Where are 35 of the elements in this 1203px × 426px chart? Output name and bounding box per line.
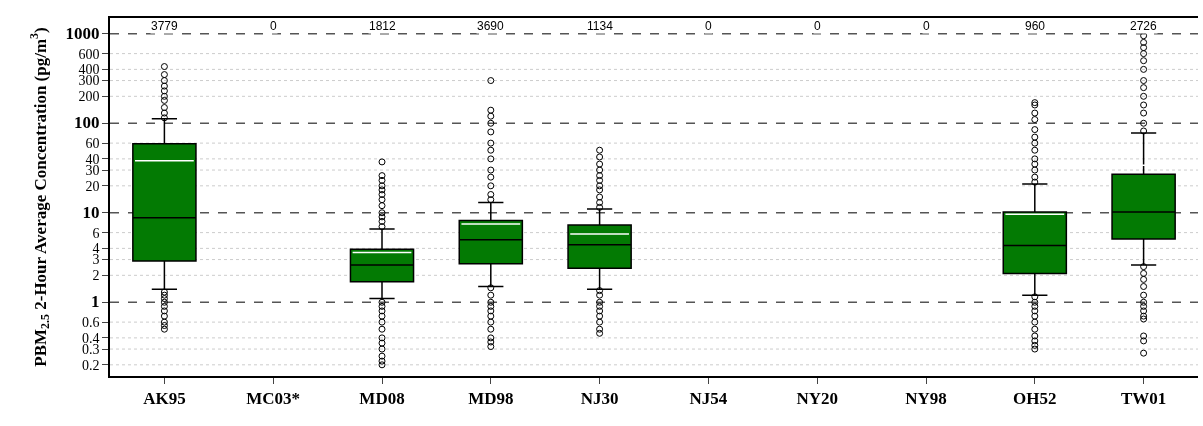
y-tick-label: 0.2 [81, 357, 100, 373]
y-tick-label: 0.6 [81, 315, 100, 331]
x-tick-label: NY20 [796, 389, 838, 409]
x-tick-label: NJ30 [580, 389, 619, 409]
annotation: 1134 [587, 19, 614, 33]
y-tick-label: 600 [78, 46, 100, 62]
y-tick-label: 20 [85, 178, 100, 194]
x-tick-label: MD08 [359, 389, 405, 409]
y-tick-label: 1000 [65, 23, 100, 43]
x-tick-label: NY98 [905, 389, 947, 409]
y-tick-label: 3 [92, 252, 100, 268]
y-tick-label: 300 [78, 73, 100, 89]
x-tick-label: MC03* [246, 389, 301, 409]
x-tick-label: OH52 [1013, 389, 1057, 409]
y-tick-label: 100 [73, 113, 100, 133]
annotation: 2726 [1130, 19, 1158, 33]
y-tick-label: 6 [92, 225, 100, 241]
annotation: 0 [705, 19, 712, 33]
annotation: 960 [1025, 19, 1046, 33]
annotation: 0 [270, 19, 277, 33]
x-tick-label: MD98 [468, 389, 514, 409]
y-tick-label: 60 [85, 136, 100, 152]
annotation: 3690 [477, 19, 505, 33]
x-tick-label: NJ54 [689, 389, 728, 409]
y-tick-label: 10 [82, 202, 100, 222]
annotation: 0 [923, 19, 930, 33]
annotation: 3779 [151, 19, 179, 33]
annotation: 1812 [369, 19, 397, 33]
x-tick-label: TW01 [1120, 389, 1167, 409]
y-tick-label: 0.4 [81, 330, 100, 346]
y-tick-label: 1 [90, 292, 100, 312]
x-tick-label: AK95 [143, 389, 186, 409]
y-tick-label: 200 [78, 89, 100, 105]
y-tick-label: 2 [92, 268, 100, 284]
annotation: 0 [814, 19, 821, 33]
